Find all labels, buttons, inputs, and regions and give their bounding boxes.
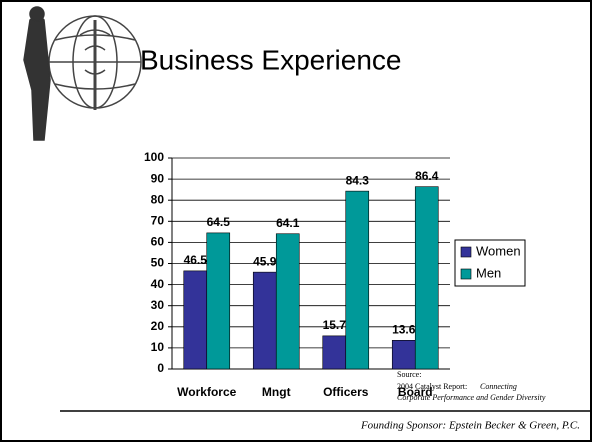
x-tick-label: Officers	[323, 385, 369, 399]
bar	[275, 233, 300, 370]
value-label: 45.9	[253, 254, 277, 268]
x-tick-label: Workforce	[177, 385, 236, 399]
bar	[345, 190, 370, 370]
chart-title: Business Experience	[140, 44, 401, 75]
source: 2004 Catalyst Report:	[397, 382, 467, 391]
value-label: 13.6	[392, 322, 416, 336]
value-label: 46.5	[184, 253, 208, 267]
bar	[206, 232, 231, 370]
y-tick-label: 90	[151, 171, 165, 185]
value-label: 15.7	[323, 318, 347, 332]
value-label: 86.4	[415, 169, 439, 183]
value-label: 64.5	[207, 215, 231, 229]
legend-swatch	[460, 268, 472, 280]
y-tick-label: 70	[151, 213, 165, 227]
source: Source:	[397, 370, 421, 379]
bar	[252, 271, 277, 370]
y-tick-label: 20	[151, 319, 165, 333]
y-tick-label: 40	[151, 277, 165, 291]
logo	[23, 6, 142, 141]
bar	[322, 335, 347, 370]
legend-swatch	[460, 246, 472, 258]
source: Corporate Performance and Gender Diversi…	[397, 393, 546, 402]
legend-label: Men	[476, 265, 501, 280]
y-tick-label: 80	[151, 192, 165, 206]
legend-label: Women	[476, 243, 521, 258]
y-tick-label: 10	[151, 340, 165, 354]
value-label: 64.1	[276, 216, 300, 230]
bar	[391, 340, 416, 370]
bar	[414, 186, 439, 370]
y-tick-label: 0	[157, 361, 164, 375]
x-tick-label: Board	[398, 385, 433, 399]
source: Connecting	[480, 382, 517, 391]
y-tick-label: 50	[151, 256, 165, 270]
value-label: 84.3	[346, 173, 370, 187]
x-tick-label: Mngt	[262, 385, 291, 399]
y-tick-label: 100	[144, 150, 164, 164]
footer: Founding Sponsor: Epstein Becker & Green…	[360, 420, 580, 432]
bar	[183, 270, 208, 370]
y-tick-label: 60	[151, 235, 165, 249]
y-tick-label: 30	[151, 298, 165, 312]
